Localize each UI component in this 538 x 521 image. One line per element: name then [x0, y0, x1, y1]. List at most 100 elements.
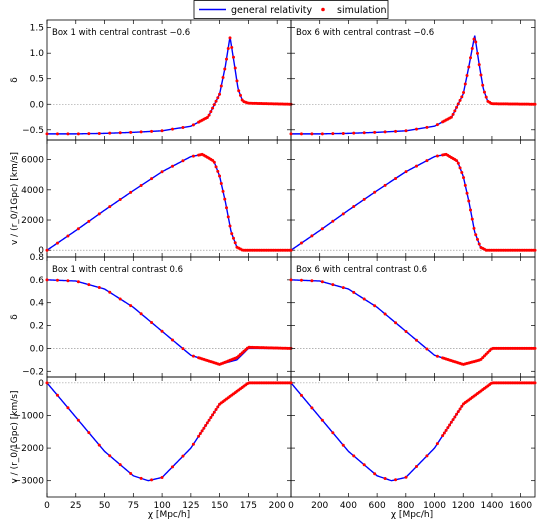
- series-sim-point: [45, 132, 49, 136]
- series-sim-point: [221, 189, 225, 193]
- series-sim-point: [458, 98, 462, 102]
- series-sim-point: [352, 290, 356, 294]
- series-sim-point: [223, 67, 227, 71]
- series-sim-point: [341, 212, 345, 216]
- series-sim-point: [191, 442, 195, 446]
- series-sim-point: [320, 227, 324, 231]
- series-sim-point: [212, 410, 216, 414]
- series-sim-point: [404, 475, 408, 479]
- x-tick-label: 400: [340, 501, 357, 511]
- series-sim-point: [118, 131, 122, 135]
- series-sim-point: [373, 190, 377, 194]
- series-sim-point: [467, 199, 471, 203]
- series-sim-point: [456, 102, 460, 106]
- series-sim-point: [460, 170, 464, 174]
- series-sim-point: [320, 280, 324, 284]
- series-sim-point: [310, 234, 314, 238]
- series-sim-point: [458, 166, 462, 170]
- x-tick-label: 1600: [509, 501, 532, 511]
- series-sim-point: [465, 73, 469, 77]
- series-sim-point: [197, 434, 201, 438]
- series-sim-point: [451, 418, 455, 422]
- y-tick-label: 2000: [21, 216, 44, 226]
- series-sim-point: [209, 416, 213, 420]
- series-sim-point: [383, 312, 387, 316]
- series-sim-point: [160, 329, 164, 333]
- series-sim-point: [414, 127, 418, 131]
- series-sim-point: [45, 278, 49, 282]
- series-sim-point: [460, 95, 464, 99]
- series-sim-point: [472, 226, 476, 230]
- series-sim-point: [479, 73, 483, 77]
- panel-frame: [290, 376, 536, 498]
- x-tick-label: 200: [311, 501, 328, 511]
- series-sim-point: [233, 241, 237, 245]
- series-sim-point: [139, 183, 143, 187]
- series-sim-point: [484, 95, 488, 99]
- series-sim-point: [383, 130, 387, 134]
- x-tick-label: 75: [128, 501, 139, 511]
- series-sim-point: [373, 304, 377, 308]
- series-sim-point: [231, 236, 235, 240]
- series-sim-point: [533, 381, 537, 385]
- series-sim-point: [55, 278, 59, 282]
- series-sim-point: [218, 174, 222, 178]
- series-sim-point: [226, 47, 230, 50]
- series-sim-point: [118, 463, 122, 467]
- series-sim-point: [87, 283, 91, 287]
- series-sim-point: [170, 465, 174, 469]
- panel-title-r0-left: Box 1 with central contrast −0.6: [52, 28, 190, 38]
- series-sim-point: [444, 428, 448, 432]
- series-sim-point: [87, 431, 91, 435]
- panel-r0-c0: −0.5 0.0 0.5 1.0 1.5: [22, 19, 293, 141]
- series-sim-point: [299, 393, 303, 397]
- series-sim-point: [446, 426, 450, 430]
- series-sim-point: [238, 93, 242, 97]
- series-sim-point: [150, 129, 154, 133]
- series-sim-point: [237, 89, 241, 93]
- panel-r1-c1: [289, 139, 537, 258]
- series-sim-point: [341, 286, 345, 290]
- series-sim-point: [414, 164, 418, 168]
- y-tick-label: 6000: [21, 156, 44, 166]
- panel-r1-c0: 0 2000 4000 6000: [21, 139, 293, 258]
- series-sim-point: [477, 63, 481, 67]
- series-sim-point: [533, 248, 537, 252]
- series-sim-point: [455, 412, 459, 416]
- series-sim-point: [470, 46, 474, 50]
- series-sim-point: [482, 90, 486, 94]
- series-sim-point: [320, 132, 324, 136]
- series-sim-point: [214, 99, 218, 103]
- series-sim-point: [211, 158, 215, 162]
- series-sim-point: [97, 212, 101, 216]
- series-sim-point: [66, 406, 70, 410]
- series-sim-point: [362, 197, 366, 201]
- series-sim-point: [456, 410, 460, 414]
- series-sim-point: [218, 92, 222, 96]
- panel-frame: [290, 139, 536, 258]
- legend-sim-label: simulation: [337, 5, 387, 16]
- x-tick-label: 50: [99, 501, 111, 511]
- y-axis-label-row-2: δ: [10, 314, 20, 320]
- series-sim-point: [404, 170, 408, 174]
- series-sim-point: [425, 159, 429, 163]
- series-sim-point: [228, 224, 232, 228]
- x-tick-label: 1000: [423, 501, 446, 511]
- series-sim-point: [205, 115, 209, 119]
- series-sim-point: [66, 279, 70, 283]
- series-sim-point: [97, 443, 101, 447]
- series-sim-point: [207, 418, 211, 422]
- x-tick-label: 1200: [452, 501, 475, 511]
- x-tick-label: 125: [182, 501, 199, 511]
- series-sim-point: [150, 478, 154, 482]
- panel-title-r2-left: Box 1 with central contrast 0.6: [52, 265, 183, 275]
- series-gr-line: [47, 36, 292, 135]
- series-sim-point: [211, 106, 215, 110]
- series-sim-point: [394, 478, 398, 482]
- series-sim-point: [191, 354, 195, 358]
- series-sim-point: [289, 132, 293, 136]
- series-sim-point: [435, 442, 439, 446]
- series-sim-point: [299, 132, 303, 136]
- series-sim-point: [191, 123, 195, 127]
